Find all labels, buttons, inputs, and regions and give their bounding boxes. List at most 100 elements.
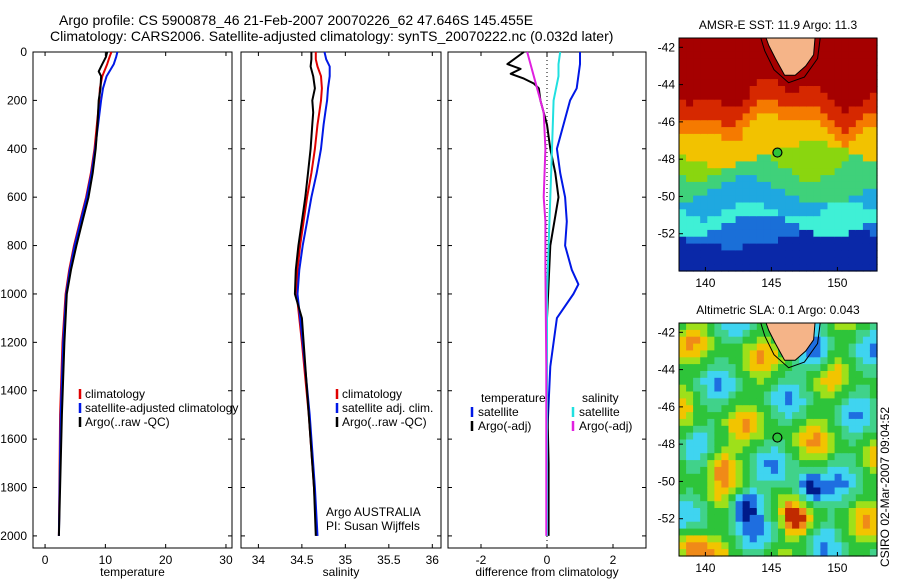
map-cell bbox=[792, 501, 800, 509]
map-cell bbox=[841, 453, 850, 461]
map-cell bbox=[806, 391, 814, 399]
map-cell bbox=[855, 460, 864, 468]
map-cell bbox=[742, 250, 751, 258]
map-cell bbox=[721, 418, 730, 427]
map-cell bbox=[806, 508, 814, 516]
map-cell bbox=[749, 425, 758, 434]
map-cell bbox=[686, 257, 694, 265]
map-cell bbox=[700, 418, 708, 427]
map-cell bbox=[693, 391, 701, 399]
map-cell bbox=[735, 106, 744, 114]
map-cell bbox=[742, 514, 751, 523]
map-cell bbox=[749, 65, 758, 73]
map-cell bbox=[693, 466, 701, 475]
legend-label: climatology bbox=[85, 387, 145, 401]
map-cell bbox=[770, 264, 779, 272]
map-cell bbox=[869, 542, 878, 550]
map-cell bbox=[862, 384, 871, 393]
map-cell bbox=[693, 405, 701, 413]
map-cell bbox=[763, 243, 772, 252]
map-cell bbox=[848, 257, 857, 265]
map-cell bbox=[721, 323, 730, 331]
map-cell bbox=[841, 425, 850, 434]
map-cell bbox=[799, 439, 807, 447]
map-cell bbox=[686, 113, 694, 121]
map-cell bbox=[714, 549, 723, 557]
map-cell bbox=[792, 92, 800, 101]
map-cell bbox=[721, 51, 730, 60]
map-cell bbox=[792, 86, 800, 94]
map-cell bbox=[869, 120, 878, 128]
map-cell bbox=[756, 188, 765, 197]
map-cell bbox=[700, 188, 708, 197]
map-cell bbox=[785, 371, 793, 379]
map-cell bbox=[749, 487, 758, 495]
map-cell bbox=[841, 168, 850, 176]
map-cell bbox=[841, 264, 850, 272]
map-cell bbox=[827, 236, 836, 245]
map-cell bbox=[749, 364, 758, 372]
map-cell bbox=[707, 528, 715, 537]
map-cell bbox=[763, 195, 772, 204]
map-cell bbox=[869, 161, 878, 169]
map-cell bbox=[686, 528, 694, 537]
map-cell bbox=[707, 65, 715, 73]
map-cell bbox=[707, 521, 715, 530]
map-cell bbox=[700, 357, 708, 365]
map-cell bbox=[813, 329, 822, 338]
y-tick-label: 200 bbox=[7, 93, 27, 107]
map-cell bbox=[869, 38, 878, 46]
map-cell bbox=[756, 446, 765, 454]
map-cell bbox=[763, 329, 772, 338]
map-cell bbox=[792, 487, 800, 495]
map-cell bbox=[848, 181, 857, 190]
map-cell bbox=[749, 127, 758, 135]
map-cell bbox=[721, 257, 730, 265]
map-cell bbox=[862, 391, 871, 399]
map-cell bbox=[799, 181, 807, 190]
map-cell bbox=[770, 377, 779, 386]
map-cell bbox=[728, 223, 737, 231]
map-cell bbox=[834, 494, 843, 502]
map-cell bbox=[756, 439, 765, 447]
map-cell bbox=[770, 99, 779, 108]
map-cell bbox=[756, 336, 765, 345]
map-cell bbox=[693, 323, 701, 331]
map-cell bbox=[693, 535, 701, 543]
map-cell bbox=[848, 243, 857, 252]
map-cell bbox=[728, 535, 737, 543]
map-cell bbox=[785, 181, 793, 190]
map-cell bbox=[770, 106, 779, 114]
map-cell bbox=[714, 195, 723, 204]
map-cell bbox=[855, 175, 864, 183]
map-cell bbox=[742, 494, 751, 502]
map-cell bbox=[834, 446, 843, 454]
map-cell bbox=[792, 181, 800, 190]
map-cell bbox=[728, 432, 737, 441]
map-cell bbox=[721, 432, 730, 441]
map-cell bbox=[848, 508, 857, 516]
map-cell bbox=[735, 453, 744, 461]
map-cell bbox=[721, 343, 730, 352]
profile-location-marker bbox=[772, 432, 783, 443]
map-cell bbox=[728, 329, 737, 338]
map-cell bbox=[862, 58, 871, 67]
map-cell bbox=[735, 72, 744, 80]
map-cell bbox=[778, 106, 786, 114]
map-cell bbox=[820, 480, 829, 489]
map-cell bbox=[714, 51, 723, 60]
map-cell bbox=[855, 473, 864, 482]
y-tick-label: -48 bbox=[658, 152, 676, 166]
map-cell bbox=[679, 113, 687, 121]
map-cell bbox=[869, 243, 878, 252]
map-cell bbox=[728, 425, 737, 434]
map-cell bbox=[749, 99, 758, 108]
map-cell bbox=[693, 460, 701, 468]
map-cell bbox=[813, 453, 822, 461]
map-cell bbox=[862, 336, 871, 345]
map-cell bbox=[700, 460, 708, 468]
map-cell bbox=[742, 391, 751, 399]
map-cell bbox=[679, 371, 687, 379]
map-cell bbox=[869, 140, 878, 149]
map-cell bbox=[799, 133, 807, 142]
